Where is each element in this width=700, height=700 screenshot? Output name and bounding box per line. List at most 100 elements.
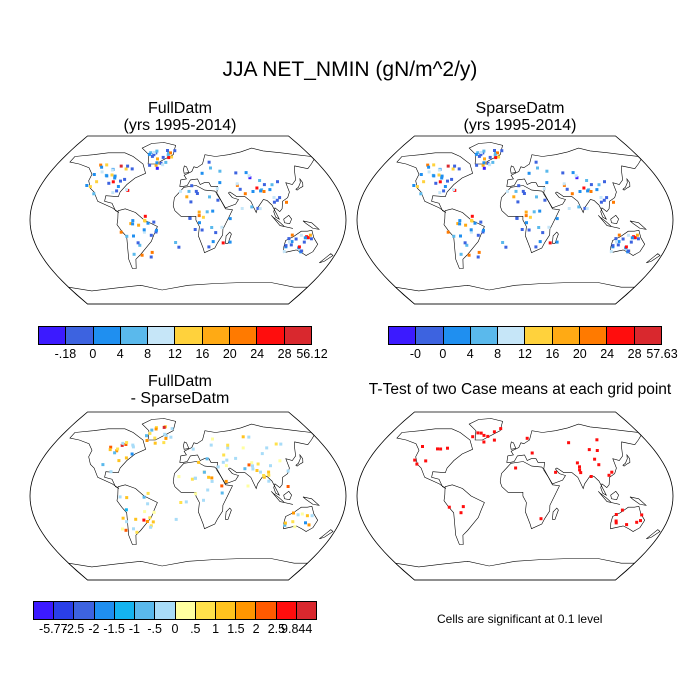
grid-cell <box>124 508 128 512</box>
grid-cell <box>131 445 135 449</box>
grid-cell <box>216 465 220 469</box>
grid-cell <box>272 196 276 199</box>
grid-cell <box>585 207 589 211</box>
coastline-north-america <box>396 428 473 489</box>
grid-cell <box>124 456 128 460</box>
grid-cell <box>479 220 483 224</box>
grid-cell <box>164 160 168 164</box>
colorbar-swatch <box>389 327 417 344</box>
grid-cell <box>150 154 154 158</box>
grid-cell <box>156 157 159 161</box>
grid-cell <box>262 475 266 479</box>
grid-cell <box>197 210 201 214</box>
grid-cell <box>547 225 551 229</box>
grid-cell <box>221 460 225 464</box>
grid-cell <box>555 217 559 221</box>
colorbar-swatch <box>54 602 75 619</box>
grid-cell <box>612 200 615 204</box>
grid-cell <box>565 187 569 191</box>
grid-cell <box>285 200 288 204</box>
grid-cell <box>255 186 259 190</box>
grid-cell <box>459 234 462 238</box>
grid-cell <box>174 517 178 521</box>
grid-cell <box>440 174 444 178</box>
coastline-north-america <box>69 428 146 489</box>
grid-cell <box>419 173 423 176</box>
colorbar-swatch <box>215 602 237 619</box>
grid-cell <box>458 219 462 223</box>
grid-cell <box>99 163 103 167</box>
coastline-north-america <box>69 152 146 213</box>
coastline-borneo <box>610 490 619 501</box>
grid-cell <box>528 215 532 219</box>
colorbar-swatch <box>256 602 277 619</box>
colorbar-swatch <box>257 327 285 344</box>
grid-cell <box>461 505 465 509</box>
grid-cell <box>589 475 593 478</box>
grid-cell <box>220 491 224 495</box>
grid-cell <box>541 231 545 235</box>
grid-cell <box>476 255 480 259</box>
colorbar-swatch <box>284 327 311 344</box>
grid-cell <box>116 447 120 451</box>
grid-cell <box>293 525 297 529</box>
colorbar-swatch <box>498 327 526 344</box>
grid-cell <box>135 530 139 534</box>
grid-cell <box>492 430 496 434</box>
grid-cell <box>562 183 566 187</box>
grid-cell <box>302 240 306 244</box>
grid-cell <box>146 491 150 495</box>
grid-cell <box>482 149 486 153</box>
grid-cell <box>166 153 170 157</box>
grid-cell <box>304 521 307 525</box>
grid-cell <box>602 198 606 202</box>
coastline-britain <box>510 165 517 174</box>
grid-cell <box>482 433 486 437</box>
grid-cell <box>434 181 438 185</box>
grid-cell <box>118 495 122 499</box>
coastline-antarctica <box>67 282 309 305</box>
grid-cell <box>247 463 251 467</box>
grid-cell <box>142 230 146 234</box>
grid-cell <box>415 185 419 189</box>
grid-cell <box>145 434 148 438</box>
grid-cell <box>290 233 294 237</box>
colorbar-swatch <box>74 602 95 619</box>
grid-cell <box>142 518 146 522</box>
grid-cell <box>149 524 153 528</box>
grid-cell <box>307 523 311 527</box>
coastline-antarctica <box>394 282 636 305</box>
grid-cell <box>470 219 474 223</box>
grid-cell <box>459 511 463 515</box>
grid-cell <box>291 520 295 524</box>
coastline-australia <box>283 505 319 532</box>
grid-cell <box>467 253 471 257</box>
grid-cell <box>625 523 629 527</box>
grid-cell <box>147 152 151 156</box>
grid-cell <box>436 447 439 451</box>
colorbar-swatch <box>66 327 94 344</box>
grid-cell <box>169 151 172 155</box>
grid-cell <box>155 149 159 153</box>
grid-cell <box>283 521 287 525</box>
colorbar-tick-label: 16 <box>545 347 560 361</box>
grid-cell <box>238 187 242 191</box>
grid-cell <box>614 521 618 525</box>
grid-cell <box>149 233 153 237</box>
colorbar-tick-label: 8 <box>494 347 502 361</box>
grid-cell <box>439 447 443 451</box>
colorbar-swatch <box>296 602 317 619</box>
grid-cell <box>421 445 424 448</box>
grid-cell <box>119 179 122 183</box>
grid-cell <box>251 190 255 193</box>
grid-cell <box>258 179 262 182</box>
grid-cell <box>142 228 146 232</box>
grid-cell <box>243 467 247 471</box>
grid-cell <box>211 209 215 213</box>
grid-cell <box>308 233 312 237</box>
colorbar-tick-label: 24 <box>600 347 615 361</box>
grid-cell <box>524 214 528 218</box>
grid-cell <box>191 447 195 451</box>
coastline-antarctica <box>67 558 309 581</box>
grid-cell <box>446 230 450 234</box>
